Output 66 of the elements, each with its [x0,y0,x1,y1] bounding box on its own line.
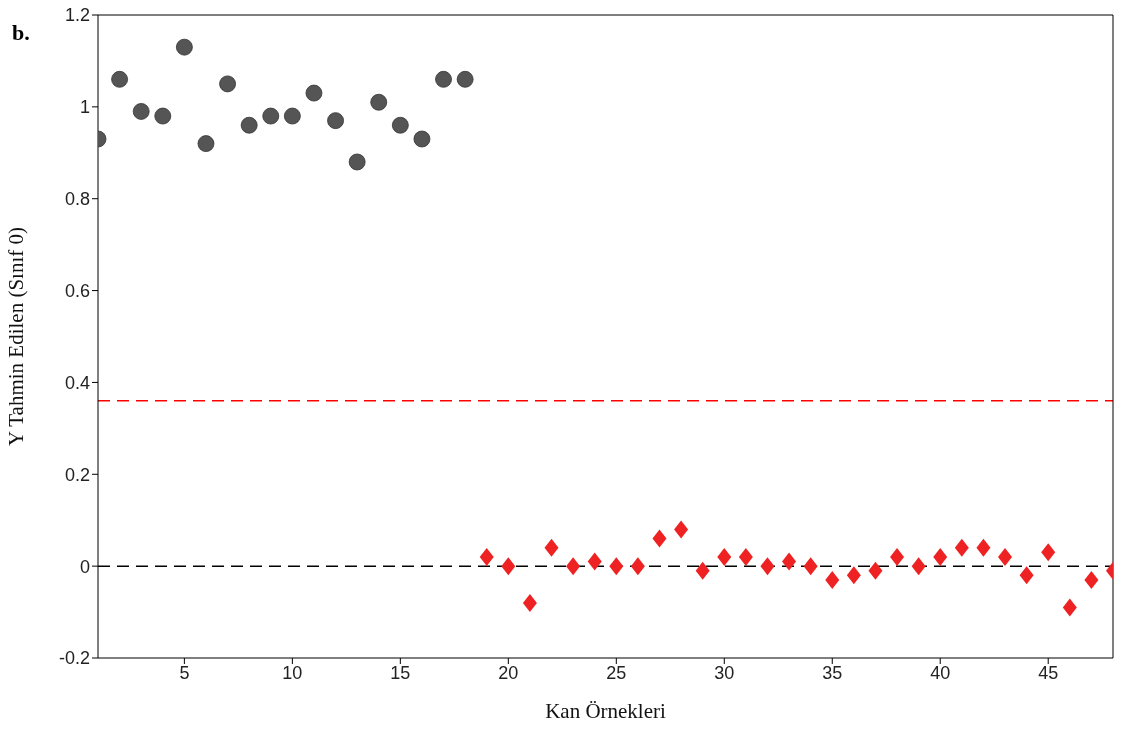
point [587,552,602,571]
x-tick-label: 35 [822,662,843,683]
point [413,130,431,148]
y-tick-label: 0.2 [64,464,90,485]
point [456,70,474,88]
point [868,561,883,580]
point [782,552,797,571]
point [370,93,388,111]
point [327,112,344,130]
x-tick-label: 25 [606,662,627,683]
x-tick-label: 40 [930,662,951,683]
point [240,116,258,134]
point [154,107,172,125]
point [911,557,926,576]
point [435,70,452,88]
point [391,116,409,134]
point [890,547,905,566]
y-axis-title: Y Tahmin Edilen (Sınıf 0) [4,226,29,447]
point [262,107,280,125]
point [717,547,732,566]
point [219,75,236,93]
x-tick-label: 20 [498,662,519,683]
point [1019,566,1034,585]
point [283,107,301,125]
point [1084,570,1099,589]
point [1062,598,1077,617]
point [998,547,1013,566]
point [1041,543,1056,562]
y-tick-label: 0.4 [64,372,90,393]
text: b. [12,20,30,46]
y-tick-label: 0.8 [64,189,90,210]
y-tick-label: 1.2 [64,5,90,26]
point [305,84,323,102]
point [652,529,667,548]
point [197,135,215,152]
x-axis-title: Kan Örnekleri [545,699,667,723]
point [674,520,689,539]
point [695,561,710,580]
y-tick-label: 0.6 [64,280,90,301]
point [132,103,150,120]
x-tick-label: 5 [179,662,190,683]
x-tick-label: 10 [282,662,303,683]
point [111,70,128,88]
x-tick-label: 45 [1038,662,1059,683]
point [501,557,516,576]
point [479,547,494,566]
x-tick-label: 30 [714,662,735,683]
point [846,566,861,585]
y-tick-label: -0.2 [58,648,90,669]
point [825,570,840,589]
x-tick-label: 15 [390,662,411,683]
point [175,38,193,56]
point [803,557,818,576]
point [760,557,775,576]
point [738,547,753,566]
point [976,538,991,557]
point [933,547,948,566]
point [609,557,624,576]
point [630,557,645,576]
point [566,557,581,576]
point [522,593,537,612]
point [544,538,559,557]
y-tick-label: 1 [79,97,90,118]
y-tick-label: 0 [79,556,90,577]
point [348,153,366,171]
point [954,538,969,557]
